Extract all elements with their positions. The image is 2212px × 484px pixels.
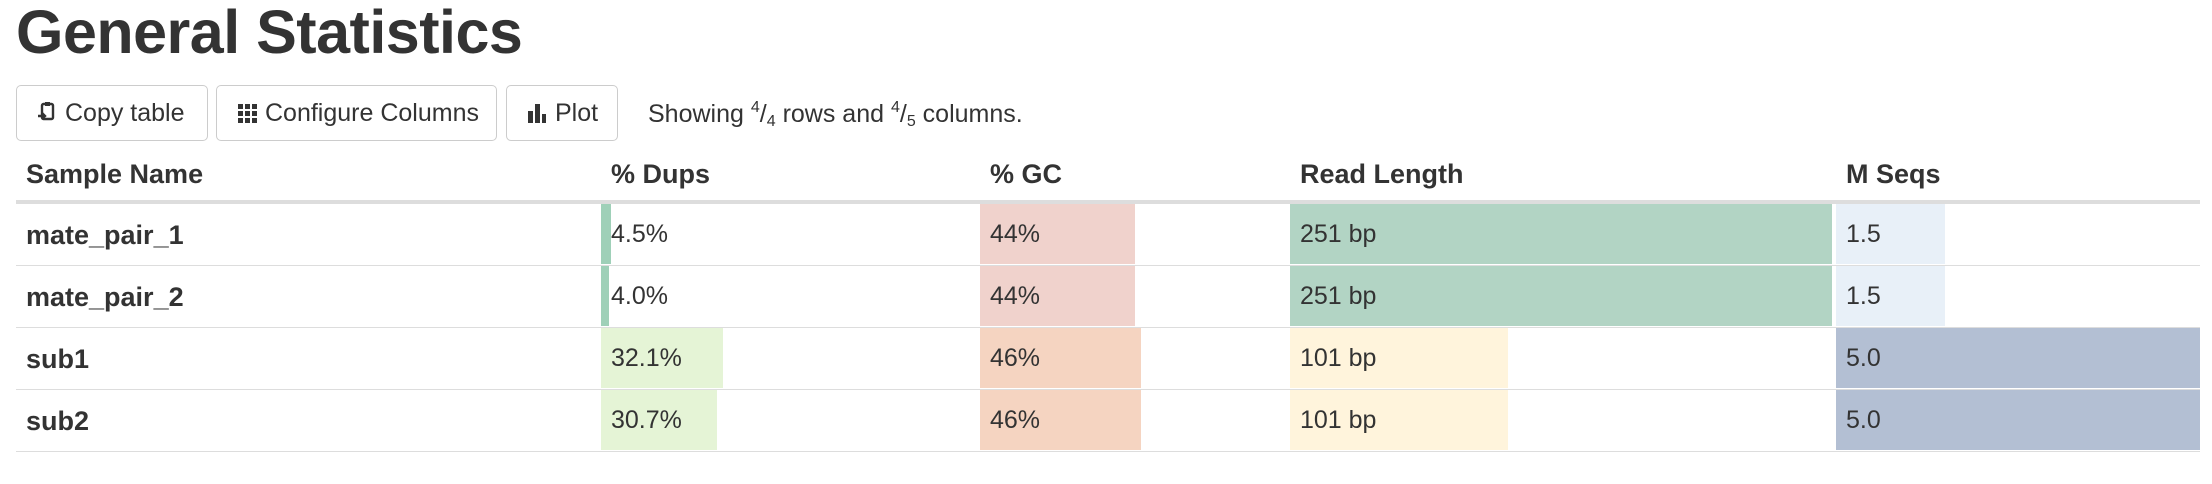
table-row: sub1 32.1% 46% 101 bp 5.0 bbox=[16, 328, 2200, 390]
header-read-length[interactable]: Read Length bbox=[1300, 159, 1464, 189]
dups-value: 4.0% bbox=[611, 282, 668, 310]
dups-bar bbox=[601, 266, 609, 326]
row-divider bbox=[16, 450, 2200, 452]
plot-label: Plot bbox=[555, 98, 599, 127]
sample-name-cell: mate_pair_1 bbox=[26, 220, 184, 250]
copy-table-label: Copy table bbox=[65, 98, 185, 127]
gc-value: 44% bbox=[990, 220, 1041, 248]
dups-cell: 30.7% bbox=[601, 390, 981, 452]
read-length-cell: 251 bp bbox=[1290, 266, 1835, 328]
showing-summary: Showing 4/4 rows and 4/5 columns. bbox=[648, 99, 1023, 130]
m-seqs-value: 1.5 bbox=[1846, 220, 1881, 248]
m-seqs-cell: 5.0 bbox=[1836, 328, 2200, 390]
read-length-cell: 101 bp bbox=[1290, 328, 1835, 390]
gc-bar bbox=[980, 328, 1141, 388]
gc-bar bbox=[980, 390, 1141, 450]
copy-table-button[interactable]: Copy table bbox=[16, 85, 208, 141]
read-length-cell: 251 bp bbox=[1290, 204, 1835, 266]
header-divider bbox=[16, 200, 2200, 204]
gc-cell: 46% bbox=[980, 390, 1290, 452]
m-seqs-cell: 1.5 bbox=[1836, 266, 2200, 328]
configure-columns-label: Configure Columns bbox=[265, 98, 479, 127]
row-divider bbox=[16, 264, 2200, 266]
read-length-value: 101 bp bbox=[1300, 406, 1377, 434]
read-length-bar bbox=[1290, 266, 1832, 326]
m-seqs-value: 5.0 bbox=[1846, 406, 1881, 434]
dups-value: 32.1% bbox=[611, 344, 682, 372]
header-dups[interactable]: % Dups bbox=[611, 159, 711, 189]
gc-bar bbox=[980, 266, 1135, 326]
m-seqs-value: 5.0 bbox=[1846, 344, 1881, 372]
read-length-bar bbox=[1290, 204, 1832, 264]
bar-chart-icon bbox=[527, 102, 547, 124]
table-row: mate_pair_1 4.5% 44% 251 bp 1.5 bbox=[16, 204, 2200, 266]
page-title: General Statistics bbox=[16, 0, 523, 66]
header-sample-name[interactable]: Sample Name bbox=[26, 159, 204, 189]
gc-cell: 44% bbox=[980, 204, 1290, 266]
dups-cell: 4.5% bbox=[601, 204, 981, 266]
read-length-value: 251 bp bbox=[1300, 220, 1377, 248]
dups-bar bbox=[601, 328, 723, 388]
table-row: sub2 30.7% 46% 101 bp 5.0 bbox=[16, 390, 2200, 452]
m-seqs-bar bbox=[1836, 390, 2200, 450]
dups-value: 4.5% bbox=[611, 220, 668, 248]
plot-button[interactable]: Plot bbox=[506, 85, 618, 141]
read-length-value: 101 bp bbox=[1300, 344, 1377, 372]
sample-name-cell: mate_pair_2 bbox=[26, 282, 184, 312]
copy-clipboard-icon bbox=[37, 101, 57, 125]
read-length-cell: 101 bp bbox=[1290, 390, 1835, 452]
dups-cell: 32.1% bbox=[601, 328, 981, 390]
dups-value: 30.7% bbox=[611, 406, 682, 434]
header-gc[interactable]: % GC bbox=[990, 159, 1063, 189]
m-seqs-cell: 5.0 bbox=[1836, 390, 2200, 452]
m-seqs-value: 1.5 bbox=[1846, 282, 1881, 310]
grid-icon bbox=[237, 103, 257, 123]
dups-bar bbox=[601, 204, 611, 264]
m-seqs-bar bbox=[1836, 328, 2200, 388]
read-length-value: 251 bp bbox=[1300, 282, 1377, 310]
read-length-bar bbox=[1290, 328, 1508, 388]
m-seqs-bar bbox=[1836, 204, 1945, 264]
m-seqs-bar bbox=[1836, 266, 1945, 326]
row-divider bbox=[16, 326, 2200, 328]
gc-cell: 44% bbox=[980, 266, 1290, 328]
gc-cell: 46% bbox=[980, 328, 1290, 390]
header-m-seqs[interactable]: M Seqs bbox=[1846, 159, 1941, 189]
m-seqs-cell: 1.5 bbox=[1836, 204, 2200, 266]
configure-columns-button[interactable]: Configure Columns bbox=[216, 85, 497, 141]
gc-value: 46% bbox=[990, 344, 1041, 372]
gc-value: 44% bbox=[990, 282, 1041, 310]
read-length-bar bbox=[1290, 390, 1508, 450]
dups-cell: 4.0% bbox=[601, 266, 981, 328]
dups-bar bbox=[601, 390, 717, 450]
row-divider bbox=[16, 388, 2200, 390]
table-row: mate_pair_2 4.0% 44% 251 bp 1.5 bbox=[16, 266, 2200, 328]
gc-value: 46% bbox=[990, 406, 1041, 434]
sample-name-cell: sub1 bbox=[26, 344, 90, 374]
gc-bar bbox=[980, 204, 1135, 264]
sample-name-cell: sub2 bbox=[26, 406, 90, 436]
